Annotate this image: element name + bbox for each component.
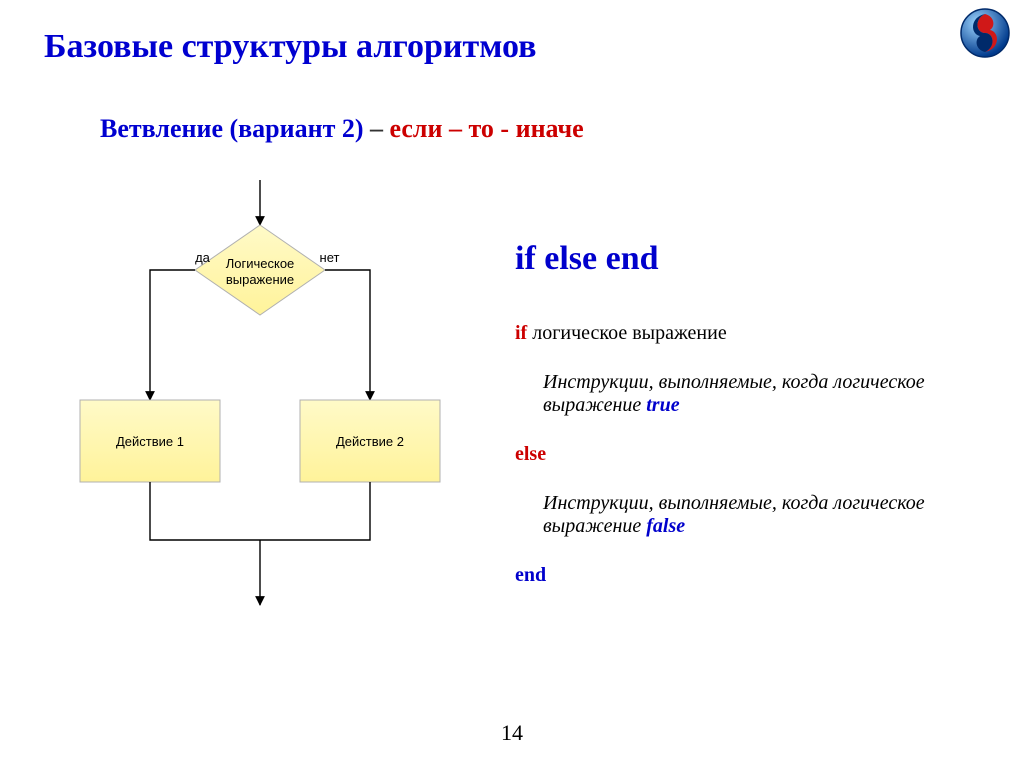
svg-text:да: да [195,250,211,265]
subtitle-dash: – [364,114,390,143]
code-block: if else end if логическое выражение Инст… [515,240,995,587]
slide-root: Базовые структуры алгоритмов Ветвление (… [0,0,1024,768]
code-true-kw: true [646,394,679,416]
code-instr-false-text: Инструкции, выполняемые, когда логическо… [543,492,925,537]
code-false-kw: false [646,515,685,537]
flowchart-svg: Логическоевыражение да нет Действие 1 Действ… [40,180,510,610]
code-cond: логическое выражение [527,322,727,344]
code-if-line: if логическое выражение [515,322,995,345]
code-instr-false: Инструкции, выполняемые, когда логическо… [543,492,995,538]
code-instr-true: Инструкции, выполняемые, когда логическо… [543,371,995,417]
svg-text:нет: нет [320,250,340,265]
code-else-line: else [515,443,995,466]
code-end-line: end [515,564,995,587]
code-instr-true-text: Инструкции, выполняемые, когда логическо… [543,371,925,416]
subtitle-part-1: Ветвление (вариант 2) [100,114,364,143]
page-number: 14 [0,720,1024,746]
page-subtitle: Ветвление (вариант 2) – если – то - инач… [100,114,584,144]
svg-text:выражение: выражение [226,272,294,287]
code-heading: if else end [515,240,995,278]
svg-text:Логическое: Логическое [226,256,295,271]
code-if-kw: if [515,322,527,344]
svg-text:Действие 2: Действие 2 [336,434,404,449]
logo [960,8,1010,58]
page-title: Базовые структуры алгоритмов [44,28,536,66]
svg-text:Действие 1: Действие 1 [116,434,184,449]
flowchart: Логическоевыражение да нет Действие 1 Действ… [40,180,510,610]
code-end-kw: end [515,564,546,586]
code-else-kw: else [515,443,546,465]
subtitle-part-2: если – то - иначе [390,114,584,143]
